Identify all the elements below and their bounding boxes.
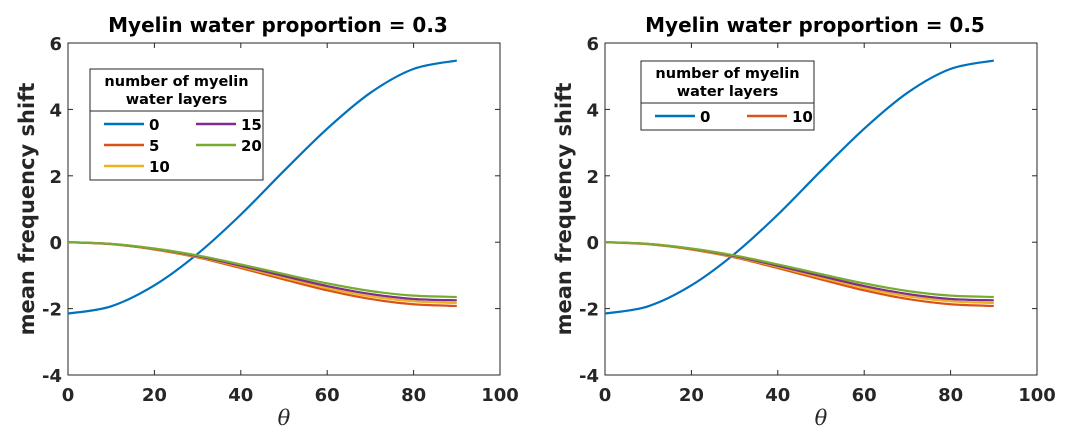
legend-title: number of myelin [655, 66, 799, 82]
y-tick-label: -4 [579, 366, 599, 387]
series-line-10 [604, 241, 994, 308]
legend-entry-label: 15 [241, 116, 262, 134]
legend-entry-label: 5 [149, 137, 159, 155]
y-tick-label: 6 [586, 34, 599, 55]
x-tick-label: 40 [228, 385, 253, 406]
legend-box [640, 60, 815, 131]
y-tick-label: -2 [579, 300, 599, 321]
series-line-5 [67, 241, 457, 308]
y-axis-label: mean frequency shift [15, 83, 39, 336]
series-line-0 [604, 59, 995, 315]
legend-entry-label: 20 [241, 137, 262, 155]
plot-area [604, 42, 1038, 376]
series-line-20 [67, 241, 457, 299]
series-line-15 [67, 241, 457, 302]
plot-area [67, 42, 501, 376]
y-tick-label: 0 [586, 233, 599, 254]
x-tick-label: 80 [938, 385, 963, 406]
x-tick-label: 100 [1018, 385, 1056, 406]
y-tick-label: 4 [49, 100, 62, 121]
x-tick-label: 0 [62, 385, 75, 406]
series-line-extra-3 [604, 241, 994, 302]
x-tick-label: 40 [765, 385, 790, 406]
y-tick-label: 2 [49, 167, 62, 188]
series-line-extra-4 [604, 241, 994, 299]
y-tick-label: 2 [586, 167, 599, 188]
legend-title: water layers [126, 92, 228, 108]
y-tick-label: -2 [42, 300, 62, 321]
x-tick-label: 100 [481, 385, 519, 406]
chart-panel-left: Myelin water proportion = 0.3 mean frequ… [15, 13, 519, 430]
y-tick-label: -4 [42, 366, 62, 387]
x-tick-label: 60 [315, 385, 340, 406]
x-axis-label: θ [815, 406, 828, 430]
legend-entry-label: 0 [700, 108, 710, 126]
y-tick-label: 4 [586, 100, 599, 121]
series-line-0 [67, 59, 458, 315]
x-tick-label: 20 [142, 385, 167, 406]
x-axis-label: θ [278, 406, 291, 430]
legend-title: number of myelin [104, 74, 248, 90]
y-tick-label: 6 [49, 34, 62, 55]
x-tick-label: 20 [679, 385, 704, 406]
y-axis-label: mean frequency shift [552, 83, 576, 336]
x-tick-label: 60 [852, 385, 877, 406]
legend-entry-label: 10 [149, 158, 170, 176]
legend-entry-label: 0 [149, 116, 159, 134]
x-tick-label: 0 [599, 385, 612, 406]
x-tick-label: 80 [401, 385, 426, 406]
chart-title: Myelin water proportion = 0.5 [645, 13, 985, 37]
legend-title: water layers [677, 84, 779, 100]
y-tick-label: 0 [49, 233, 62, 254]
chart-panel-right: Myelin water proportion = 0.5 mean frequ… [552, 13, 1056, 430]
chart-title: Myelin water proportion = 0.3 [108, 13, 448, 37]
legend-entry-label: 10 [792, 108, 813, 126]
